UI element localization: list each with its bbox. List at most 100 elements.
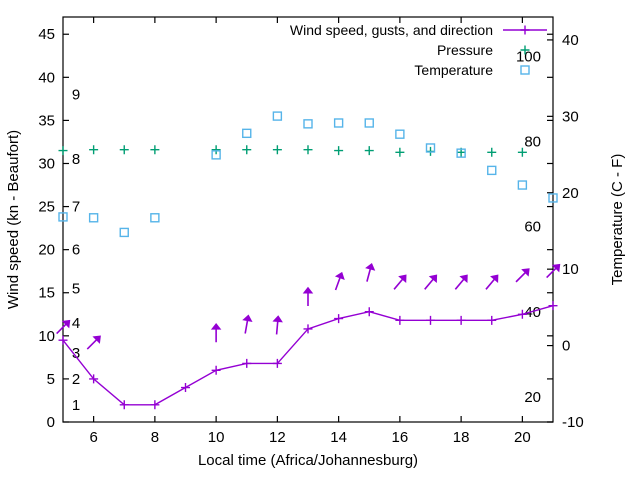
pressure-point [395, 147, 405, 157]
x-tick-label: 18 [453, 429, 470, 446]
wind-speed-point [487, 315, 497, 325]
beaufort-label: 5 [72, 280, 80, 297]
wind-speed-point [181, 383, 190, 393]
wind-speed-point [517, 309, 527, 319]
x-tick-label: 6 [89, 429, 97, 446]
pressure-point [242, 145, 252, 155]
y2-axis-title: Temperature (C - F) [609, 154, 626, 286]
pressure-point [58, 146, 68, 156]
temperature-point [88, 213, 99, 223]
wind-direction-arrow [272, 315, 283, 335]
y2-tick-label: 0 [562, 338, 570, 355]
y-tick-label: 20 [38, 242, 55, 259]
y-tick-label: 45 [38, 26, 55, 43]
plot-frame [62, 16, 554, 423]
wind-speed-point [58, 335, 68, 345]
temperature-point [395, 129, 405, 139]
temperature-point [58, 212, 68, 222]
x-tick-label: 14 [330, 429, 347, 446]
wind-speed-point [334, 314, 344, 324]
temperature-point [272, 111, 283, 121]
wind-speed-point [242, 358, 252, 368]
legend-label-wind-speed: Wind speed, gusts, and direction [290, 22, 493, 38]
beaufort-label: 8 [72, 151, 80, 168]
wind-speed-point [303, 324, 313, 334]
temperature-point [211, 150, 221, 160]
x-tick-label: 12 [269, 429, 286, 446]
wind-speed-point [395, 315, 405, 325]
temperature-point [119, 227, 129, 238]
wind-speed-point [272, 358, 282, 368]
wind-speed-point [150, 400, 160, 410]
x-axis-title: Local time (Africa/Johannesburg) [198, 452, 418, 469]
legend-marker-plus [520, 45, 530, 55]
wind-direction-arrow [86, 335, 101, 350]
wind-direction-arrow [334, 271, 345, 291]
fahrenheit-label: 60 [524, 218, 541, 235]
wind-direction-arrow [485, 274, 499, 290]
pressure-point [487, 147, 497, 157]
x-tick-label: 10 [208, 429, 225, 446]
wind-direction-arrow [546, 263, 561, 279]
y-tick-label: 25 [38, 199, 55, 216]
y-tick-label: 15 [38, 285, 55, 302]
pressure-point [303, 145, 313, 155]
temperature-point [333, 118, 344, 128]
wind-direction-arrow [365, 262, 376, 282]
wind-speed-point [548, 301, 558, 311]
x-tick-label: 20 [514, 429, 531, 446]
fahrenheit-label: 40 [524, 304, 541, 321]
legend-marker-square [520, 65, 530, 75]
y2-tick-label: 20 [562, 185, 579, 202]
temperature-point [517, 180, 528, 190]
wind-speed-point [456, 315, 466, 325]
pressure-point [334, 146, 344, 156]
y-tick-label: 40 [38, 69, 55, 86]
wind-speed-point [119, 400, 129, 410]
x-tick-label: 8 [151, 429, 159, 446]
beaufort-label: 9 [72, 87, 80, 104]
temperature-point [425, 143, 436, 153]
beaufort-label: 2 [72, 371, 80, 388]
y2-tick-label: 40 [562, 32, 579, 49]
beaufort-label: 1 [72, 397, 80, 414]
pressure-point [517, 147, 527, 157]
temperature-point [303, 119, 313, 129]
wind-speed-point [211, 365, 221, 375]
y2-tick-label: 30 [562, 108, 579, 125]
wind-speed-point [364, 307, 374, 317]
beaufort-label: 3 [72, 345, 80, 362]
beaufort-label: 6 [72, 242, 80, 259]
wind-direction-arrow [302, 286, 314, 307]
legend-label-pressure: Pressure [437, 42, 493, 58]
beaufort-label: 7 [72, 199, 80, 216]
legend-label-temperature: Temperature [414, 62, 493, 78]
pressure-point [119, 145, 129, 155]
temperature-point [364, 118, 374, 128]
wind-speed-line [62, 304, 554, 406]
fahrenheit-label: 20 [524, 389, 541, 406]
pressure-point [150, 145, 160, 155]
wind-speed-point [426, 315, 435, 325]
wind-direction-arrow [56, 319, 71, 335]
y-tick-label: 35 [38, 112, 55, 129]
wind-speed-point [89, 374, 99, 384]
pressure-point [89, 145, 99, 155]
pressure-point [211, 145, 221, 155]
beaufort-label: 4 [72, 315, 80, 332]
wind-direction-arrow [515, 268, 530, 283]
temperature-point [150, 213, 160, 223]
y-tick-label: 5 [47, 371, 55, 388]
x-tick-label: 16 [392, 429, 409, 446]
y2-tick-label: -10 [562, 414, 584, 431]
wind-direction-arrow [210, 322, 222, 343]
y-tick-label: 10 [38, 328, 55, 345]
y2-tick-label: 10 [562, 261, 579, 278]
y-tick-label: 0 [47, 414, 55, 431]
legend-marker-plus [520, 25, 530, 35]
temperature-point [456, 148, 466, 158]
y-axis-title: Wind speed (kn - Beaufort) [5, 130, 22, 309]
temperature-point [487, 165, 497, 176]
pressure-point [272, 145, 282, 155]
